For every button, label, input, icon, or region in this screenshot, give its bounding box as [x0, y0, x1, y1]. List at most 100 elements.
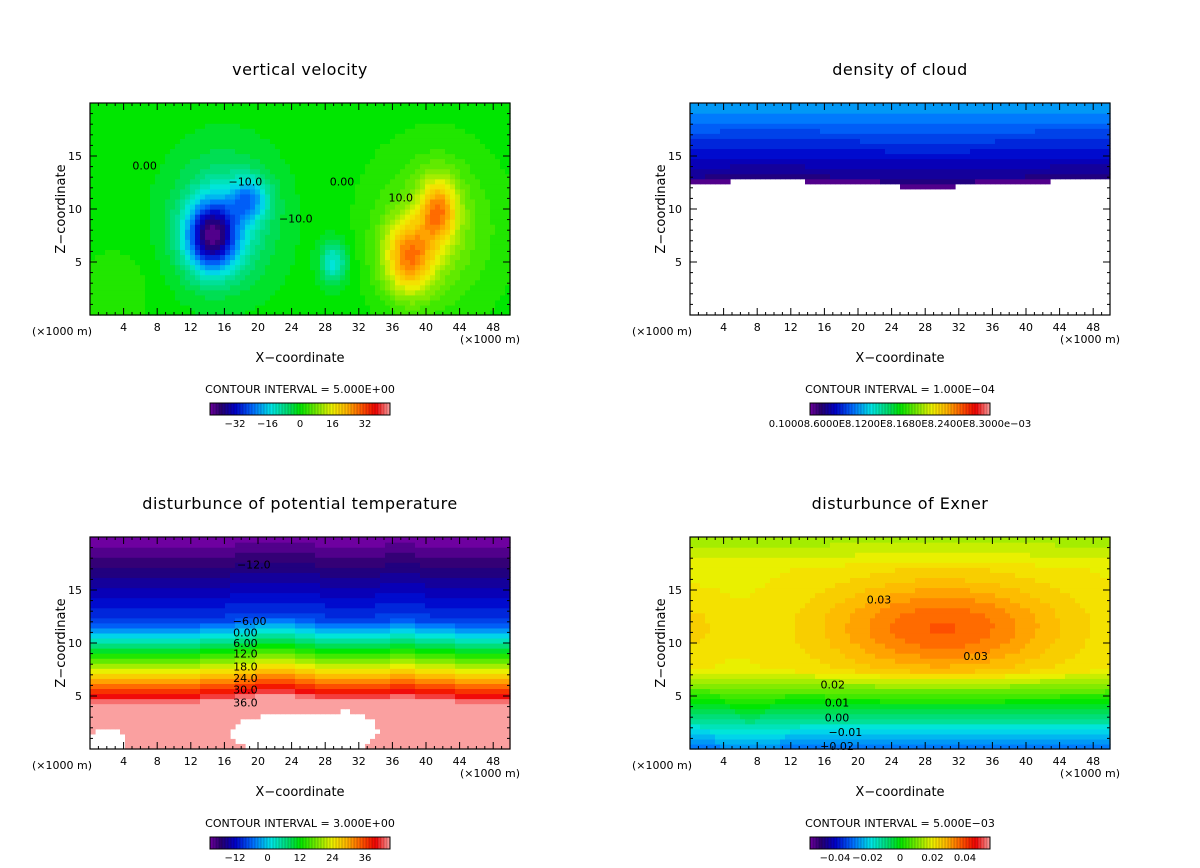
colorbar-segment [225, 403, 229, 415]
heatmap-cell [195, 118, 201, 124]
heatmap-cell [1005, 103, 1011, 109]
heatmap-cell [415, 274, 421, 281]
heatmap-cell [800, 143, 806, 150]
heatmap-cell [250, 309, 256, 316]
heatmap-cell [270, 304, 276, 311]
heatmap-cell [285, 264, 291, 271]
heatmap-cell [465, 214, 471, 220]
heatmap-cell [175, 168, 181, 175]
heatmap-cell [455, 214, 461, 220]
heatmap-cell [330, 183, 336, 190]
heatmap-cell [355, 178, 361, 185]
heatmap-cell [225, 178, 231, 185]
heatmap-cell [495, 229, 501, 235]
heatmap-cell [215, 289, 221, 296]
heatmap-cell [410, 289, 416, 296]
heatmap-cell [400, 153, 406, 160]
heatmap-cell [385, 279, 391, 286]
heatmap-cell [95, 143, 101, 150]
heatmap-cell [245, 203, 251, 210]
heatmap-cell [245, 244, 251, 250]
heatmap-cell [90, 193, 96, 200]
heatmap-cell [270, 193, 276, 200]
heatmap-cell [220, 153, 226, 160]
heatmap-cell [100, 143, 106, 150]
heatmap-cell [490, 269, 496, 276]
heatmap-cell [910, 108, 916, 114]
heatmap-cell [995, 173, 1001, 180]
heatmap-cell [825, 168, 831, 175]
heatmap-cell [225, 183, 231, 190]
heatmap-cell [460, 309, 466, 316]
heatmap-cell [245, 239, 251, 245]
heatmap-cell [425, 304, 431, 311]
colorbar-segment [261, 403, 265, 415]
heatmap-cell [115, 279, 121, 286]
heatmap-cell [275, 148, 281, 155]
heatmap-cell [175, 178, 181, 185]
heatmap-cell [495, 304, 501, 311]
heatmap-cell [765, 123, 771, 129]
heatmap-cell [490, 289, 496, 296]
heatmap-cell [785, 138, 791, 144]
heatmap-cell [475, 304, 481, 311]
heatmap-cell [920, 163, 926, 170]
heatmap-cell [705, 113, 711, 119]
heatmap-cell [190, 244, 196, 250]
heatmap-cell [990, 173, 996, 180]
heatmap-cell [495, 244, 501, 250]
heatmap-cell [295, 279, 301, 286]
heatmap-cell [280, 113, 286, 119]
heatmap-cell [440, 284, 446, 291]
heatmap-cell [415, 259, 421, 266]
heatmap-cell [310, 219, 316, 225]
heatmap-cell [865, 163, 871, 170]
heatmap-cell [105, 133, 111, 139]
heatmap-cell [815, 173, 821, 180]
heatmap-cell [100, 108, 106, 114]
heatmap-cell [365, 143, 371, 150]
heatmap-cell [345, 214, 351, 220]
heatmap-cell [145, 183, 151, 190]
heatmap-cell [110, 118, 116, 124]
heatmap-cell [175, 209, 181, 215]
heatmap-cell [480, 138, 486, 144]
heatmap-cell [310, 158, 316, 165]
heatmap-cell [225, 118, 231, 124]
heatmap-cell [205, 244, 211, 250]
heatmap-cell [435, 198, 441, 205]
heatmap-cell [920, 103, 926, 109]
heatmap-cell [810, 128, 816, 134]
heatmap-cell [255, 224, 261, 230]
heatmap-cell [240, 234, 246, 240]
heatmap-cell [335, 309, 341, 316]
heatmap-cell [475, 123, 481, 129]
heatmap-cell [980, 148, 986, 155]
heatmap-cell [205, 284, 211, 291]
heatmap-cell [175, 294, 181, 301]
heatmap-cell [90, 229, 96, 235]
heatmap-cell [735, 148, 741, 155]
heatmap-cell [480, 209, 486, 215]
heatmap-cell [220, 158, 226, 165]
heatmap-cell [245, 274, 251, 281]
heatmap-cell [435, 224, 441, 230]
heatmap-cell [1030, 158, 1036, 165]
heatmap-cell [480, 158, 486, 165]
heatmap-cell [845, 103, 851, 109]
heatmap-cell [400, 304, 406, 311]
heatmap-cell [810, 108, 816, 114]
heatmap-cell [740, 133, 746, 139]
heatmap-cell [370, 279, 376, 286]
heatmap-cell [220, 259, 226, 266]
heatmap-cell [90, 234, 96, 240]
heatmap-cell [355, 128, 361, 134]
heatmap-cell [150, 198, 156, 205]
heatmap-cell [470, 244, 476, 250]
heatmap-cell [120, 234, 126, 240]
heatmap-cell [105, 289, 111, 296]
heatmap-cell [145, 108, 151, 114]
heatmap-cell [325, 244, 331, 250]
heatmap-cell [200, 274, 206, 281]
heatmap-cell [780, 158, 786, 165]
